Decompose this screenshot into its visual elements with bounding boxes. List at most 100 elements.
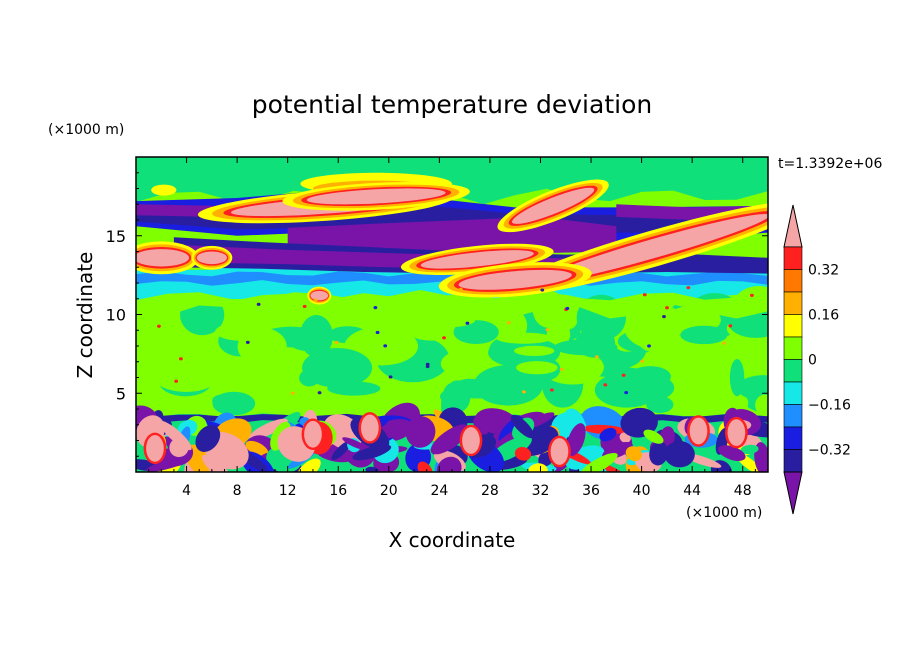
- warm-core-9: [306, 188, 446, 205]
- colorbar-segment: [783, 314, 803, 338]
- speck: [728, 324, 733, 328]
- colorbar-label: −0.32: [808, 443, 851, 459]
- speck: [388, 375, 393, 379]
- speck: [521, 390, 526, 394]
- speck: [624, 390, 629, 395]
- x-axis-label: X coordinate: [389, 528, 516, 552]
- bl-plume-5: [727, 419, 746, 447]
- colorbar-label: 0: [808, 353, 817, 369]
- mid-patch: [496, 332, 552, 344]
- speck: [174, 379, 179, 383]
- boundary-eddy: [664, 441, 695, 468]
- boundary-eddy: [527, 463, 548, 472]
- boundary-eddy: [331, 440, 352, 461]
- speck: [375, 330, 380, 335]
- speck: [559, 367, 564, 371]
- mid-patch: [136, 317, 171, 330]
- speck: [686, 286, 691, 290]
- boundary-eddy: [566, 423, 586, 457]
- x-tick-label: 8: [233, 483, 242, 499]
- speck: [506, 321, 511, 325]
- boundary-eddy: [514, 447, 532, 461]
- warm-core-3: [511, 187, 595, 224]
- speck: [647, 344, 651, 348]
- bl-plume-6: [360, 414, 379, 442]
- mid-patch: [151, 355, 221, 393]
- bl-plume-4: [689, 417, 708, 445]
- bl-plume-0: [146, 434, 164, 462]
- mid-patch: [473, 365, 544, 406]
- boundary-eddy: [740, 444, 759, 455]
- boundary-eddy: [579, 452, 618, 472]
- boundary-eddy: [245, 440, 269, 457]
- speck: [621, 373, 626, 377]
- boundary-eddy: [365, 466, 380, 472]
- speck: [256, 302, 261, 306]
- colorbar-label: 0.16: [808, 308, 839, 324]
- boundary-eddy: [718, 445, 746, 461]
- chart-title: potential temperature deviation: [252, 90, 652, 119]
- boundary-eddy: [169, 437, 189, 458]
- region-upper-green: [136, 157, 768, 205]
- colorbar-label: −0.16: [808, 398, 851, 414]
- mid-patch: [419, 313, 476, 328]
- speck: [603, 383, 608, 387]
- boundary-eddy: [405, 416, 436, 448]
- speck: [442, 336, 446, 340]
- mid-patch: [302, 348, 373, 388]
- mid-patch: [251, 380, 285, 414]
- speck: [540, 288, 545, 292]
- mid-patch: [755, 394, 768, 416]
- warm-core-4: [538, 214, 768, 283]
- y-axis-label: Z coordinate: [73, 252, 97, 379]
- mid-patch: [594, 372, 659, 408]
- colorbar-segment: [783, 246, 803, 270]
- speck: [290, 391, 295, 395]
- x-tick-label: 36: [582, 483, 600, 499]
- mid-patch: [730, 393, 749, 413]
- y-tick-label: 5: [116, 384, 126, 403]
- mid-patch: [729, 358, 745, 397]
- mid-patch: [714, 333, 765, 373]
- boundary-eddy: [195, 425, 221, 452]
- speck: [313, 298, 318, 302]
- warm-core-5: [458, 269, 572, 290]
- region-lime-10: [136, 290, 768, 319]
- speck: [302, 304, 307, 309]
- colorbar-segment: [783, 404, 803, 428]
- warm-core-2: [420, 250, 534, 269]
- x-tick-label: 20: [380, 483, 398, 499]
- mid-patch: [299, 369, 320, 387]
- speck: [594, 355, 599, 359]
- y-axis-ticks: 5 10 15: [106, 172, 768, 457]
- speck: [458, 287, 463, 291]
- x-unit-label: (×1000 m): [686, 505, 762, 521]
- speck: [334, 340, 339, 344]
- speck: [383, 344, 388, 348]
- colorbar-label: 0.32: [808, 263, 839, 279]
- x-tick-label: 44: [683, 483, 701, 499]
- speck: [545, 328, 550, 332]
- colorbar-segment: [783, 381, 803, 405]
- speck: [178, 357, 183, 361]
- speck: [245, 340, 250, 344]
- boundary-eddy: [754, 442, 768, 472]
- mid-patch: [680, 325, 728, 345]
- bl-plume-2: [462, 427, 480, 454]
- speck: [662, 315, 666, 319]
- speck: [317, 391, 322, 395]
- speck: [465, 321, 470, 325]
- x-tick-label: 40: [633, 483, 651, 499]
- colorbar-segment: [783, 426, 803, 450]
- speck: [549, 388, 554, 392]
- colorbar: 0.32 0.16 0 −0.16 −0.32: [783, 204, 851, 515]
- warm-core-6: [136, 249, 190, 267]
- x-tick-label: 4: [182, 483, 191, 499]
- x-axis-ticks: 4 8 12 16 20 24 28 32 36 40 44 48: [148, 157, 756, 499]
- mid-patch: [513, 345, 555, 357]
- colorbar-segment: [783, 291, 803, 315]
- mid-patch: [237, 327, 287, 366]
- boundary-eddy: [417, 461, 433, 472]
- mid-patch: [690, 368, 717, 414]
